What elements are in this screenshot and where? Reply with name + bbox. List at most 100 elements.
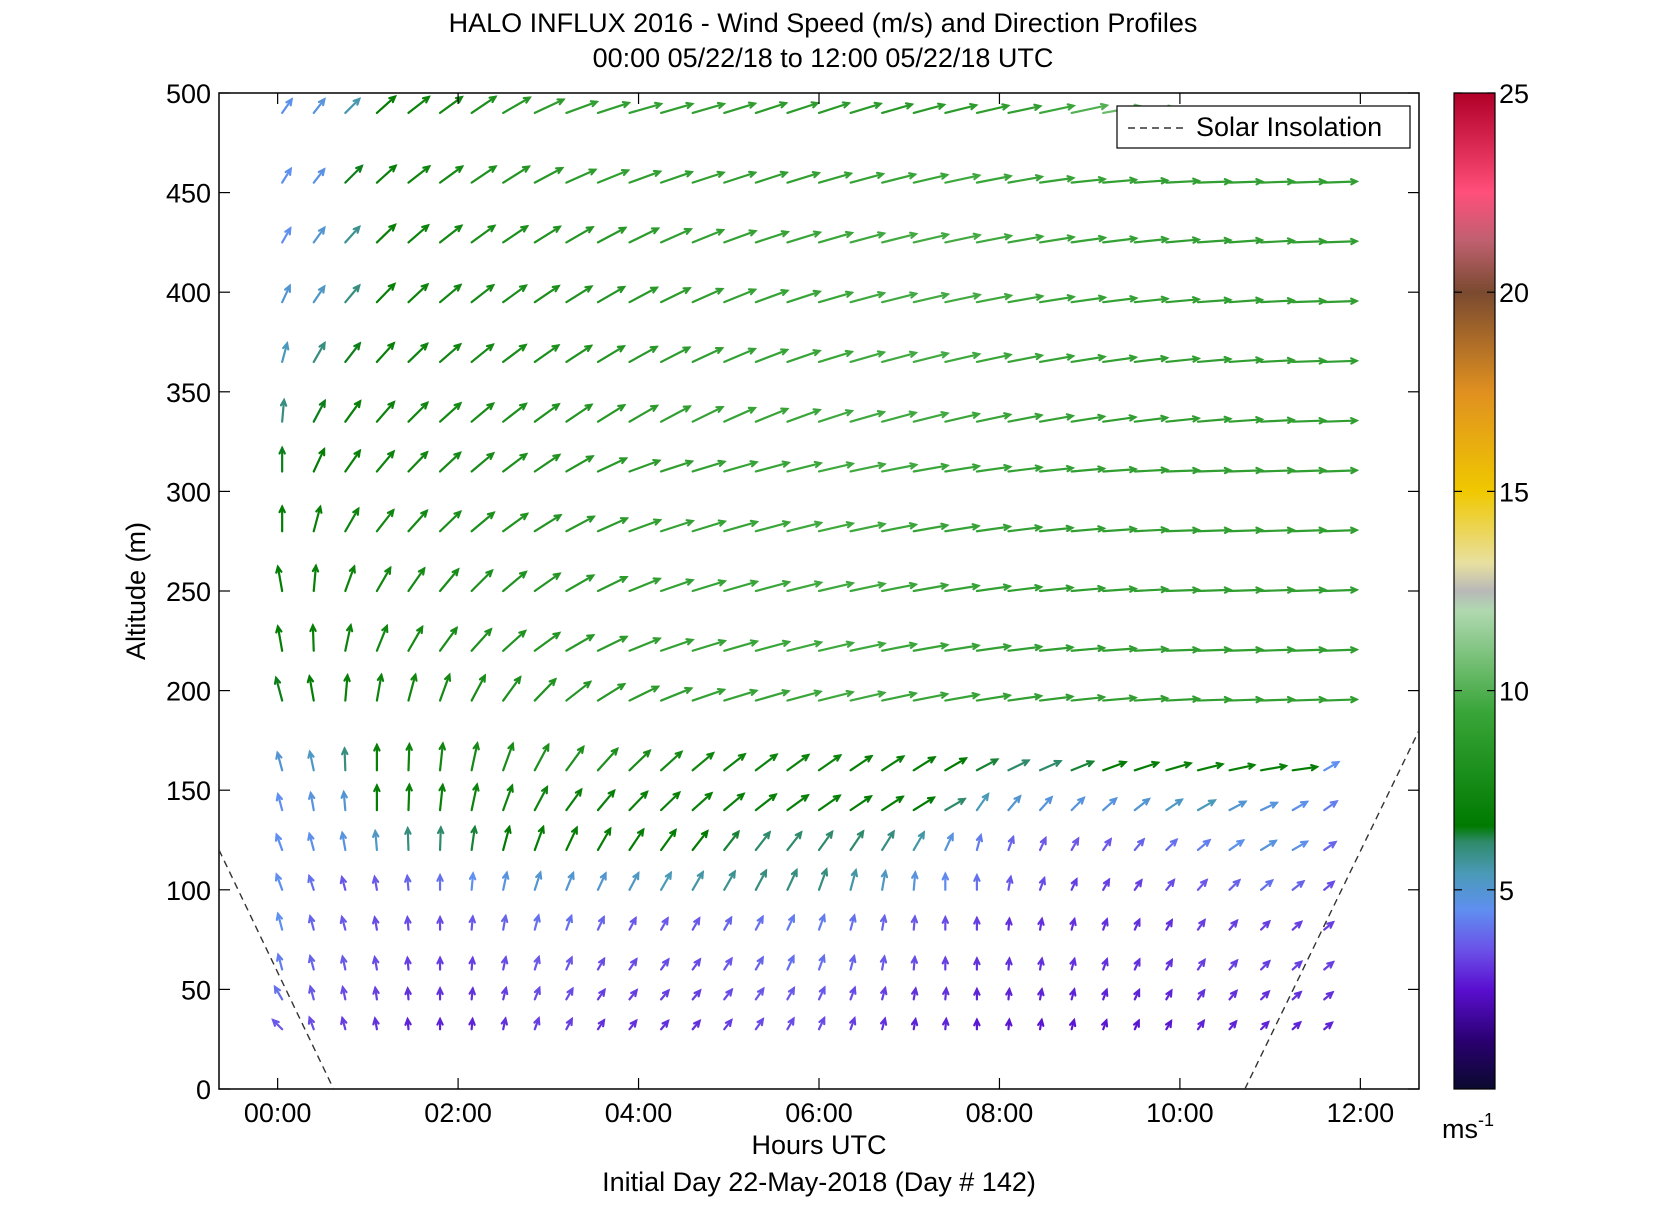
wind-vector xyxy=(1165,798,1184,812)
wind-vector-head xyxy=(565,913,573,924)
wind-vector xyxy=(817,867,829,891)
wind-vector-head xyxy=(1197,1018,1206,1029)
wind-vector-head xyxy=(1223,177,1233,186)
wind-vector xyxy=(912,462,950,473)
wind-vector-head xyxy=(1286,177,1297,186)
wind-vector-head xyxy=(990,758,1000,766)
wind-vector xyxy=(1165,526,1202,535)
wind-vector xyxy=(1196,695,1233,704)
wind-vector-head xyxy=(941,914,950,924)
wind-vector-head xyxy=(812,349,822,357)
wind-vector-head xyxy=(1034,693,1044,701)
wind-vector xyxy=(691,228,726,244)
wind-vector-head xyxy=(1230,918,1239,928)
wind-vector-head xyxy=(756,986,765,996)
wind-vector-head xyxy=(541,785,549,795)
wind-vector-shaft xyxy=(1165,179,1200,184)
wind-vector-shaft xyxy=(533,678,557,702)
wind-vector-head xyxy=(468,1016,476,1026)
wind-vector xyxy=(912,351,951,364)
wind-vector xyxy=(1102,176,1139,184)
wind-vector xyxy=(628,458,662,473)
wind-vector xyxy=(942,986,950,1001)
wind-vector xyxy=(275,750,284,772)
wind-vector-head xyxy=(1255,695,1265,704)
wind-vector-head xyxy=(416,624,424,635)
wind-vector xyxy=(849,410,887,423)
wind-vector-head xyxy=(404,955,412,965)
wind-vector xyxy=(1260,878,1275,891)
wind-vector xyxy=(344,622,354,652)
wind-vector xyxy=(786,913,795,931)
wind-vector xyxy=(817,409,855,423)
wind-vector-shaft xyxy=(1038,586,1074,593)
wind-vector-head xyxy=(1039,835,1047,846)
wind-vector-head xyxy=(488,165,498,173)
wind-vector-head xyxy=(1293,1020,1303,1030)
wind-vector xyxy=(944,757,969,772)
wind-vector-shaft xyxy=(1165,417,1200,423)
wind-vector xyxy=(881,231,919,244)
wind-vector-head xyxy=(436,914,444,924)
wind-vector-head xyxy=(877,690,887,698)
wind-vector xyxy=(1165,695,1202,703)
wind-vector-shaft xyxy=(786,581,823,593)
wind-vector-shaft xyxy=(533,284,560,304)
wind-vector-shaft xyxy=(1323,240,1358,244)
wind-vector xyxy=(786,689,823,702)
y-tick-label: 450 xyxy=(166,179,211,209)
wind-vector-head xyxy=(911,870,919,880)
wind-vector-shaft xyxy=(1133,588,1169,593)
wind-vector xyxy=(565,285,594,304)
wind-vector-head xyxy=(1034,524,1044,532)
wind-vector xyxy=(1007,524,1044,533)
wind-vector-head xyxy=(372,954,380,965)
wind-vector-head xyxy=(661,957,670,967)
wind-vector xyxy=(1005,1017,1013,1031)
wind-vector xyxy=(275,624,284,652)
wind-vector-shaft xyxy=(533,514,562,533)
wind-vector xyxy=(912,172,950,184)
wind-vector xyxy=(1323,586,1360,594)
wind-vector-shaft xyxy=(1323,299,1358,304)
wind-vector-shaft xyxy=(817,291,853,304)
wind-vector-shaft xyxy=(1291,469,1327,473)
wind-vector-head xyxy=(1286,356,1296,365)
wind-vector-head xyxy=(1003,463,1013,472)
wind-vector xyxy=(1007,352,1045,364)
wind-vector-head xyxy=(672,790,682,800)
wind-vector-head xyxy=(404,914,412,925)
wind-vector-head xyxy=(551,402,561,411)
wind-vector-head xyxy=(1207,799,1217,807)
wind-vector-head xyxy=(880,868,889,879)
wind-vector xyxy=(405,782,413,812)
wind-vector xyxy=(1133,414,1170,423)
wind-vector-head xyxy=(1255,526,1265,535)
wind-vector xyxy=(438,509,463,533)
wind-vector-head xyxy=(1069,956,1077,967)
wind-vector-head xyxy=(1174,798,1184,806)
wind-vector-shaft xyxy=(817,231,853,244)
wind-vector-head xyxy=(940,582,950,590)
wind-vector xyxy=(660,227,694,244)
wind-vector xyxy=(723,579,760,593)
wind-vector xyxy=(881,581,919,593)
wind-vector-head xyxy=(282,341,290,351)
wind-vector-head xyxy=(972,172,982,181)
wind-vector-head xyxy=(1101,987,1109,997)
wind-vector-shaft xyxy=(1228,839,1245,852)
wind-vector xyxy=(786,867,798,891)
wind-vector-head xyxy=(1072,836,1080,846)
wind-vector-shaft xyxy=(975,294,1012,304)
wind-vector xyxy=(628,749,652,772)
wind-vector-head xyxy=(971,692,981,700)
wind-vector-shaft xyxy=(1291,299,1327,304)
wind-vector-head xyxy=(345,622,354,633)
wind-vector xyxy=(1102,796,1118,812)
wind-vector xyxy=(565,986,574,1001)
wind-vector xyxy=(849,985,857,1001)
wind-vector xyxy=(1228,695,1265,704)
wind-vectors xyxy=(271,94,1367,1031)
wind-vector xyxy=(1102,645,1139,653)
wind-vector-head xyxy=(371,874,380,884)
